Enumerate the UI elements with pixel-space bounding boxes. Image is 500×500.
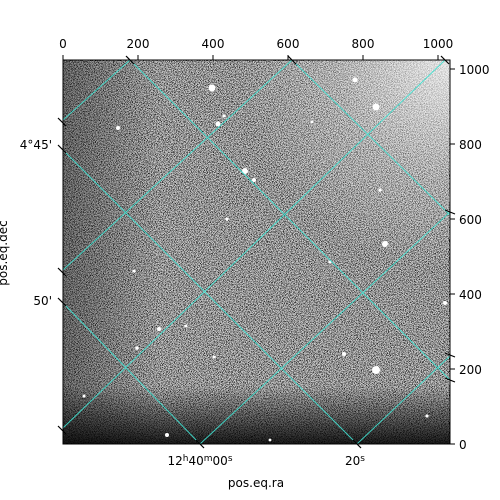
top-tick-label: 400 xyxy=(202,37,225,51)
y-axis-label: pos.eq.dec xyxy=(0,220,10,285)
right-tick-label: 0 xyxy=(459,438,467,452)
grid-line xyxy=(356,355,450,444)
plot-frame xyxy=(62,59,451,445)
coordinate-grid xyxy=(63,60,450,444)
top-tick-label: 200 xyxy=(127,37,150,51)
right-tick-label: 1000 xyxy=(459,63,490,77)
top-tick-label: 600 xyxy=(277,37,300,51)
sky-image xyxy=(63,60,450,444)
bottom-tick-label: 12h40m00s xyxy=(167,454,232,468)
top-tick-label: 0 xyxy=(59,37,67,51)
right-axis xyxy=(450,68,455,445)
x-axis-label: pos.eq.ra xyxy=(228,476,284,490)
grid-line xyxy=(63,60,446,429)
top-axis xyxy=(62,55,439,60)
right-tick-label: 600 xyxy=(459,213,482,227)
right-tick-label: 800 xyxy=(459,138,482,152)
stars xyxy=(82,77,447,442)
grid-line xyxy=(63,60,293,271)
right-tick-label: 400 xyxy=(459,288,482,302)
grid-line xyxy=(63,149,358,444)
left-tick-label: 50' xyxy=(33,294,52,308)
grid-line xyxy=(291,60,450,216)
grid-line xyxy=(129,60,450,381)
left-tick-label: 4°45' xyxy=(20,138,52,152)
grid-line xyxy=(63,60,131,121)
wcs-ticks xyxy=(57,55,456,449)
bottom-tick-label: 20s xyxy=(345,454,365,468)
top-tick-label: 1000 xyxy=(423,37,454,51)
grid-line xyxy=(63,302,201,444)
top-tick-label: 800 xyxy=(352,37,375,51)
grid-line xyxy=(199,211,450,444)
right-tick-label: 200 xyxy=(459,363,482,377)
